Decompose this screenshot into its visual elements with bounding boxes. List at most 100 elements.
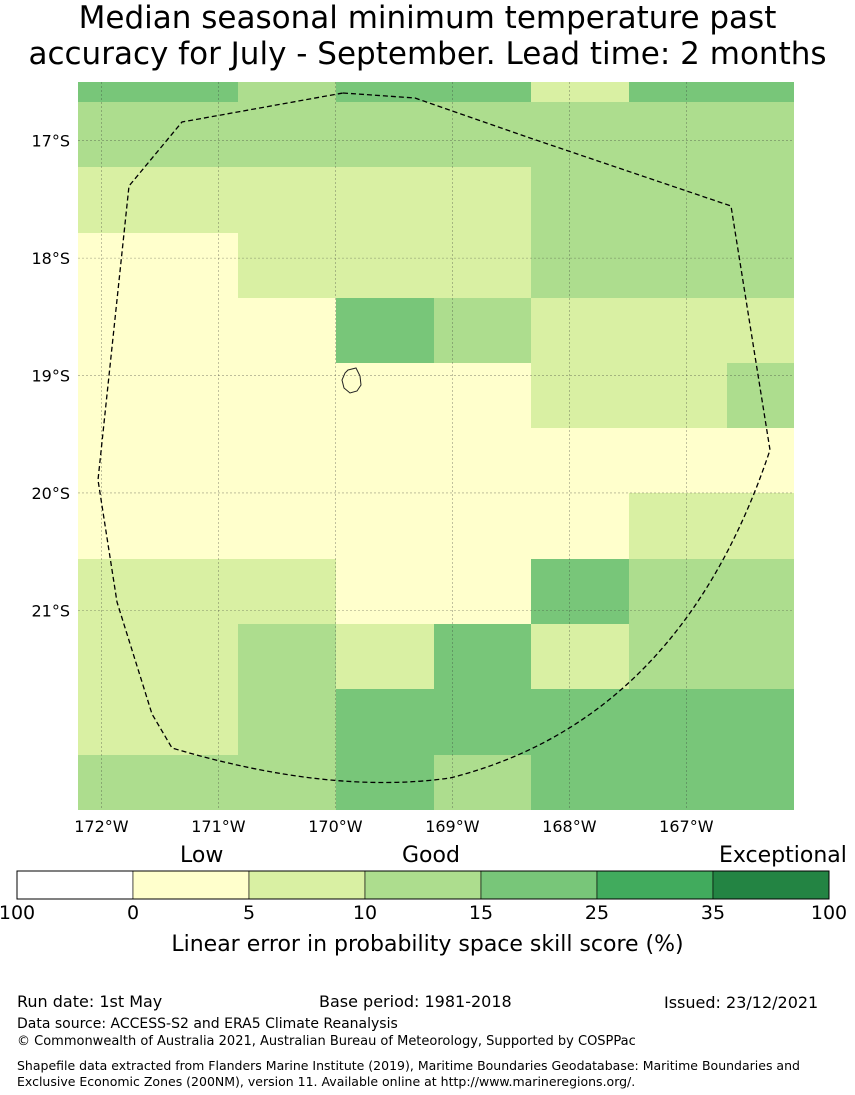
skill-score-grid [78,82,794,810]
eez-boundary [97,92,771,784]
grid-cell [238,298,336,363]
graticule [78,82,794,810]
latitude-label: 19°S [31,367,70,386]
grid-cell [238,82,336,102]
colorbar-tick: 0 [126,902,140,924]
longitude-label: 168°W [542,817,597,836]
latitude-labels: 17°S 18°S 19°S 20°S 21°S [31,132,70,621]
grid-cell [238,559,336,624]
grid-cell [78,298,238,363]
grid-cell [434,167,531,233]
latitude-label: 20°S [31,484,70,503]
colorbar-tick: 15 [468,902,494,924]
map-title-line-2: accuracy for July - September. Lead time… [28,36,827,72]
data-source: Data source: ACCESS-S2 and ERA5 Climate … [17,1016,398,1032]
grid-cell [531,298,629,363]
grid-cell [238,363,336,428]
grid-cell [238,233,336,298]
colorbar-outline [16,870,830,900]
grid-cell [531,755,629,810]
grid-cell [434,493,531,559]
grid-cell [336,102,434,167]
grid-cell [629,233,727,298]
colorbar-tick: 35 [700,902,726,924]
colorbar-tick: 10 [352,902,378,924]
grid-cell [434,233,531,298]
colorbar-tick: 25 [584,902,610,924]
grid-cell [434,428,531,493]
grid-cell [78,102,238,167]
grid-cell [531,428,629,493]
grid-cell [78,624,238,689]
latitude-label: 18°S [31,249,70,268]
grid-cell [238,493,336,559]
grid-cell [434,363,531,428]
colorbar-swatch [132,870,250,900]
longitude-label: 169°W [425,817,480,836]
colorbar-swatch [248,870,366,900]
base-period: Base period: 1981-2018 [319,992,512,1011]
colorbar-category-low: Low [180,843,224,868]
longitude-label: 167°W [659,817,714,836]
grid-cell [727,755,794,810]
grid-cell [531,689,629,755]
grid-cell [336,167,434,233]
grid-cell [531,167,629,233]
grid-cell [629,689,727,755]
grid-cell [727,689,794,755]
longitude-label: 172°W [74,817,129,836]
grid-cell [78,559,238,624]
grid-cell [629,755,727,810]
grid-cell [238,102,336,167]
grid-cell [629,298,727,363]
grid-cell [531,82,629,102]
colorbar-swatch [712,870,830,900]
grid-cell [434,82,531,102]
grid-cell [238,428,336,493]
grid-cell [727,102,794,167]
grid-cell [78,363,238,428]
grid-cell [78,428,238,493]
copyright: © Commonwealth of Australia 2021, Austra… [17,1034,636,1049]
grid-cell [434,559,531,624]
grid-cell [336,755,434,810]
grid-cell [336,624,434,689]
grid-cell [531,559,629,624]
grid-cell [434,755,531,810]
grid-cell [336,428,434,493]
colorbar-swatch [364,870,482,900]
grid-cell [629,82,727,102]
grid-cell [629,363,727,428]
longitude-label: 170°W [308,817,363,836]
colorbar-swatch [596,870,714,900]
grid-cell [78,755,238,810]
latitude-label: 21°S [31,601,70,620]
map-title-line-1: Median seasonal minimum temperature past [78,0,777,36]
latitude-label: 17°S [31,132,70,151]
grid-cell [238,755,336,810]
grid-cell [434,102,531,167]
grid-cell [531,363,629,428]
grid-cell [727,493,794,559]
grid-cell [727,428,794,493]
grid-cell [727,298,794,363]
grid-cell [727,167,794,233]
grid-cell [531,233,629,298]
colorbar-tick: 100 [810,902,848,924]
grid-cell [629,428,727,493]
colorbar-category-exceptional: Exceptional [719,843,847,868]
grid-cell [336,559,434,624]
issued-date: Issued: 23/12/2021 [664,993,819,1012]
grid-cell [78,493,238,559]
grid-cell [727,82,794,102]
run-date: Run date: 1st May [17,992,163,1011]
grid-cell [78,689,238,755]
niue-island-outline [341,367,362,394]
grid-cell [629,624,727,689]
grid-cell [629,167,727,233]
grid-cell [78,167,238,233]
colorbar-swatch [480,870,598,900]
shapefile-credit: Shapefile data extracted from Flanders M… [17,1058,800,1089]
longitude-labels: 172°W 171°W 170°W 169°W 168°W 167°W [74,817,714,836]
